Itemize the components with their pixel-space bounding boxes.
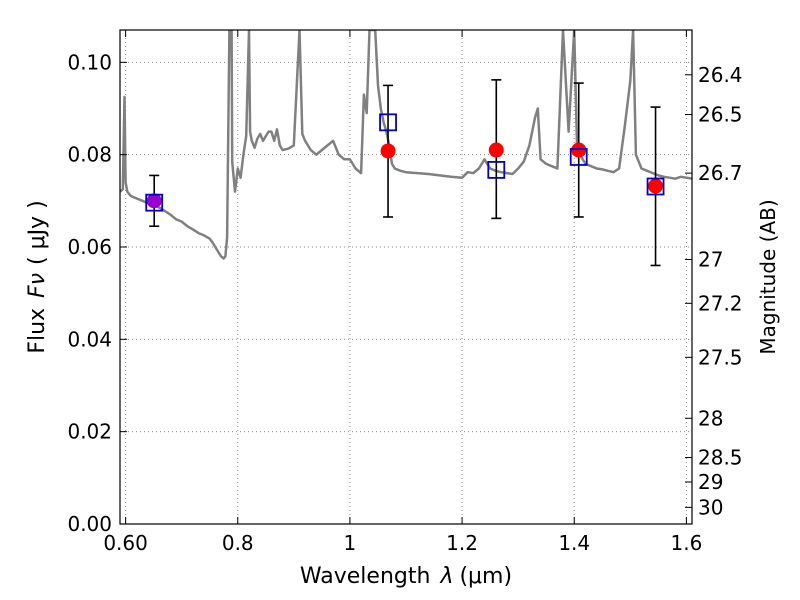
y-tick-label: 0.00 bbox=[67, 512, 112, 536]
y2-tick-label: 26.7 bbox=[698, 161, 743, 185]
observed-point bbox=[146, 193, 162, 209]
x-tick-label: 1.4 bbox=[558, 531, 590, 555]
y-axis-ticks: 0.00 0.02 0.04 0.06 0.08 0.10 bbox=[67, 50, 127, 536]
y-tick-label: 0.06 bbox=[67, 235, 112, 259]
y-tick-label: 0.02 bbox=[67, 420, 112, 444]
model-photometry-square bbox=[569, 148, 588, 166]
x-tick-label: 0.8 bbox=[222, 531, 254, 555]
observed-point bbox=[648, 178, 664, 194]
x-axis-label: Wavelength λ (μm) bbox=[300, 564, 512, 589]
y2-tick-label: 26.4 bbox=[698, 63, 743, 87]
y2-tick-label: 27 bbox=[698, 247, 723, 271]
observed-point bbox=[571, 142, 587, 158]
model-photometry-square bbox=[646, 177, 665, 196]
y2-tick-label: 27.2 bbox=[698, 291, 743, 315]
x-tick-label: 1.2 bbox=[446, 531, 478, 555]
y-tick-label: 0.08 bbox=[67, 143, 112, 167]
y2-tick-label: 28 bbox=[698, 406, 723, 430]
data-marks bbox=[145, 79, 665, 267]
x-tick-label: 1.6 bbox=[670, 531, 702, 555]
y2-tick-label: 26.5 bbox=[698, 102, 743, 126]
y-axis-label: FluxFν( μJy ) bbox=[25, 200, 50, 353]
y2-tick-label: 28.5 bbox=[698, 446, 743, 470]
observed-point bbox=[380, 143, 396, 159]
model-photometry-square bbox=[487, 160, 506, 179]
x-tick-label: 0.60 bbox=[103, 531, 148, 555]
plot-frame bbox=[119, 29, 693, 525]
y2-tick-label: 30 bbox=[698, 495, 723, 519]
model-photometry-square bbox=[379, 113, 397, 132]
y-tick-label: 0.04 bbox=[67, 327, 112, 351]
model-photometry-square bbox=[145, 193, 164, 212]
x-tick-label: 1 bbox=[344, 531, 357, 555]
y2-axis-label: Magnitude (AB) bbox=[756, 199, 780, 354]
x-axis-ticks: 0.60 0.8 1 1.2 1.4 1.6 bbox=[103, 30, 702, 555]
observed-point bbox=[488, 142, 504, 158]
y2-tick-label: 27.5 bbox=[698, 345, 743, 369]
y-tick-label: 0.10 bbox=[67, 50, 112, 74]
y2-tick-label: 29 bbox=[698, 470, 723, 494]
